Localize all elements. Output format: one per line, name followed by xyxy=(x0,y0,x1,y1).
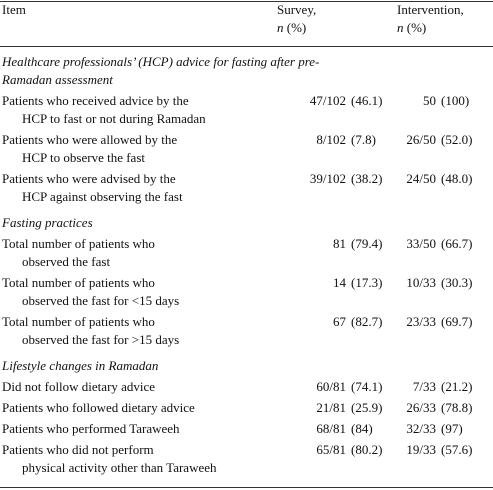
section-title: Fasting practices xyxy=(1,215,93,230)
survey-percent: (38.2) xyxy=(351,171,382,186)
intervention-count: 32/33 xyxy=(406,421,436,436)
survey-percent: (7.8) xyxy=(351,132,376,147)
row-label: Patients who received advice by the xyxy=(2,93,189,108)
header-survey-unit: n (%) xyxy=(277,20,306,35)
survey-count: 60/81 xyxy=(316,379,346,394)
survey-percent: (79.4) xyxy=(351,236,382,251)
intervention-percent: (57.6) xyxy=(441,442,472,457)
survey-count: 67 xyxy=(333,314,347,329)
survey-count: 14 xyxy=(333,275,347,290)
row-label: observed the fast xyxy=(22,254,110,269)
survey-percent: (17.3) xyxy=(351,275,382,290)
survey-percent: (84) xyxy=(351,421,373,436)
survey-count: 47/102 xyxy=(310,93,346,108)
row-label: Patients who were advised by the xyxy=(2,171,176,186)
row-label: HCP to fast or not during Ramadan xyxy=(22,111,206,126)
intervention-count: 19/33 xyxy=(406,442,436,457)
intervention-percent: (69.7) xyxy=(441,314,472,329)
intervention-count: 23/33 xyxy=(406,314,436,329)
survey-count: 65/81 xyxy=(316,442,346,457)
survey-count: 21/81 xyxy=(316,400,346,415)
survey-percent: (74.1) xyxy=(351,379,382,394)
row-label: HCP against observing the fast xyxy=(22,189,183,204)
row-label: observed the fast for >15 days xyxy=(22,332,179,347)
intervention-percent: (30.3) xyxy=(441,275,472,290)
row-label: Patients who did not perform xyxy=(2,442,154,457)
row-label: Patients who performed Taraweeh xyxy=(2,421,180,436)
intervention-percent: (48.0) xyxy=(441,171,472,186)
header-item: Item xyxy=(2,2,26,17)
row-label: physical activity other than Taraweeh xyxy=(22,460,217,475)
intervention-percent: (97) xyxy=(441,421,463,436)
survey-percent: (80.2) xyxy=(351,442,382,457)
row-label: Patients who were allowed by the xyxy=(2,132,177,147)
survey-count: 68/81 xyxy=(316,421,346,436)
row-label: Total number of patients who xyxy=(2,236,155,251)
survey-percent: (25.9) xyxy=(351,400,382,415)
survey-count: 8/102 xyxy=(316,132,346,147)
section-title: Ramadan assessment xyxy=(1,72,113,87)
intervention-percent: (21.2) xyxy=(441,379,472,394)
row-label: Total number of patients who xyxy=(2,275,155,290)
section-title: Healthcare professionals’ (HCP) advice f… xyxy=(1,54,319,69)
row-label: Did not follow dietary advice xyxy=(2,379,155,394)
survey-percent: (82.7) xyxy=(351,314,382,329)
intervention-percent: (78.8) xyxy=(441,400,472,415)
header-survey: Survey, xyxy=(277,2,316,17)
intervention-percent: (100) xyxy=(441,93,469,108)
header-intervention-unit: n (%) xyxy=(397,20,426,35)
intervention-count: 26/33 xyxy=(406,400,436,415)
header-intervention: Intervention, xyxy=(397,2,464,17)
intervention-count: 26/50 xyxy=(406,132,436,147)
intervention-percent: (66.7) xyxy=(441,236,472,251)
header-var: n xyxy=(397,20,404,35)
section-title: Lifestyle changes in Ramadan xyxy=(1,358,158,373)
row-label: Total number of patients who xyxy=(2,314,155,329)
header-var: n xyxy=(277,20,284,35)
intervention-count: 7/33 xyxy=(413,379,436,394)
survey-count: 81 xyxy=(333,236,346,251)
row-label: observed the fast for <15 days xyxy=(22,293,179,308)
survey-percent: (46.1) xyxy=(351,93,382,108)
intervention-count: 50 xyxy=(423,93,436,108)
row-label: HCP to observe the fast xyxy=(22,150,145,165)
intervention-count: 10/33 xyxy=(406,275,436,290)
row-label: Patients who followed dietary advice xyxy=(2,400,195,415)
intervention-count: 33/50 xyxy=(406,236,436,251)
intervention-count: 24/50 xyxy=(406,171,436,186)
survey-count: 39/102 xyxy=(310,171,346,186)
header-unit: (%) xyxy=(407,20,427,35)
header-unit: (%) xyxy=(287,20,307,35)
intervention-percent: (52.0) xyxy=(441,132,472,147)
